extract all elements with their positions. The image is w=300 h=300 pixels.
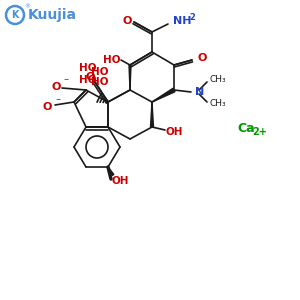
Text: ®: ® [24,4,30,10]
Text: HO: HO [103,55,121,65]
Text: CH₃: CH₃ [209,100,226,109]
Text: CH₃: CH₃ [209,74,226,83]
Text: OH: OH [165,127,182,137]
Text: 2: 2 [189,13,195,22]
Polygon shape [108,167,114,176]
Polygon shape [129,65,131,90]
Polygon shape [152,88,175,102]
Text: K: K [11,10,19,20]
Text: O: O [85,72,95,82]
Text: Ca: Ca [237,122,255,134]
Text: ⁻: ⁻ [63,77,68,87]
Text: HO: HO [91,67,109,77]
Text: ⁻: ⁻ [55,97,60,107]
Text: NH: NH [173,16,191,26]
Text: HO: HO [80,75,97,85]
Text: HO: HO [91,77,109,87]
Text: OH: OH [112,176,130,186]
Text: O: O [122,16,132,26]
Text: HO: HO [80,63,97,73]
Text: N: N [195,87,204,97]
Polygon shape [151,102,154,127]
Text: 2+: 2+ [252,127,267,137]
Text: O: O [197,53,206,63]
Text: O: O [42,102,52,112]
Text: O: O [51,82,61,92]
Text: Kuujia: Kuujia [28,8,77,22]
